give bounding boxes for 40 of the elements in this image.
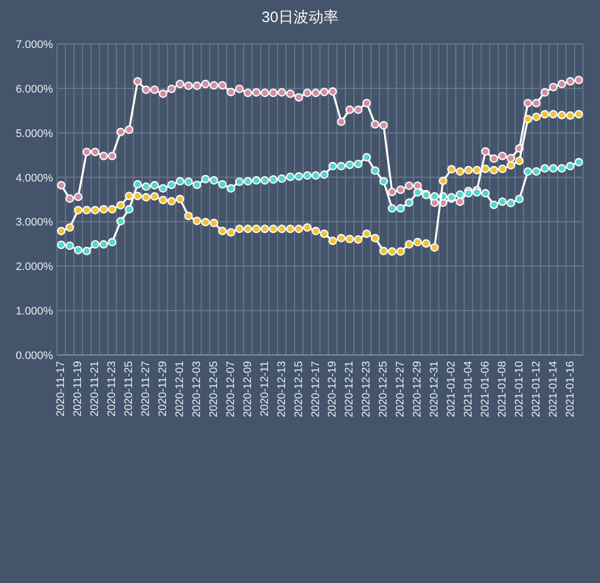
x-tick-label: 2020-12-01 xyxy=(174,361,186,418)
x-tick-label: 2020-11-21 xyxy=(89,361,102,416)
x-tick-label: 2020-12-23 xyxy=(360,361,373,418)
y-tick-label: 5.000% xyxy=(16,128,54,140)
x-tick-label: 2021-01-10 xyxy=(513,361,526,418)
y-tick-label: 7.000% xyxy=(16,39,54,51)
y-tick-label: 0.000% xyxy=(16,350,54,362)
x-tick-label: 2021-01-04 xyxy=(462,361,474,418)
x-tick-label: 2020-11-29 xyxy=(157,361,170,416)
x-tick-label: 2020-12-07 xyxy=(224,361,237,418)
x-tick-label: 2020-11-23 xyxy=(106,361,118,416)
x-tick-label: 2020-12-05 xyxy=(208,361,220,418)
x-tick-label: 2020-12-03 xyxy=(190,361,203,418)
x-tick-label: 2020-11-27 xyxy=(140,361,152,416)
x-tick-label: 2020-12-27 xyxy=(394,361,407,418)
x-tick-label: 2020-12-19 xyxy=(326,361,339,418)
x-tick-label: 2020-11-25 xyxy=(123,361,136,416)
y-tick-label: 2.000% xyxy=(16,261,54,274)
y-tick-label: 3.000% xyxy=(16,216,54,229)
x-tick-label: 2020-11-17 xyxy=(55,361,68,416)
y-tick-label: 1.000% xyxy=(16,306,54,318)
x-tick-label: 2020-12-31 xyxy=(428,361,441,418)
x-tick-label: 2020-12-25 xyxy=(378,361,390,418)
x-tick-label: 2021-01-06 xyxy=(479,361,492,418)
y-tick-label: 6.000% xyxy=(16,83,54,96)
x-tick-label: 2020-12-17 xyxy=(310,361,322,418)
y-tick-label: 4.000% xyxy=(16,172,54,184)
x-tick-label: 2020-12-15 xyxy=(292,361,305,418)
x-tick-label: 2020-12-21 xyxy=(344,361,356,418)
x-tick-label: 2021-01-12 xyxy=(530,361,542,418)
x-tick-label: 2020-12-11 xyxy=(258,361,271,416)
x-tick-label: 2021-01-08 xyxy=(496,361,508,418)
x-tick-label: 2021-01-16 xyxy=(564,361,576,418)
x-tick-label: 2020-11-19 xyxy=(72,361,84,416)
x-tick-label: 2020-12-29 xyxy=(412,361,424,418)
x-tick-label: 2020-12-13 xyxy=(276,361,288,418)
x-tick-label: 2021-01-14 xyxy=(547,361,560,418)
x-tick-label: 2020-12-09 xyxy=(242,361,254,418)
chart-title: 30日波动率 xyxy=(262,9,338,26)
x-tick-label: 2021-01-02 xyxy=(446,361,458,418)
